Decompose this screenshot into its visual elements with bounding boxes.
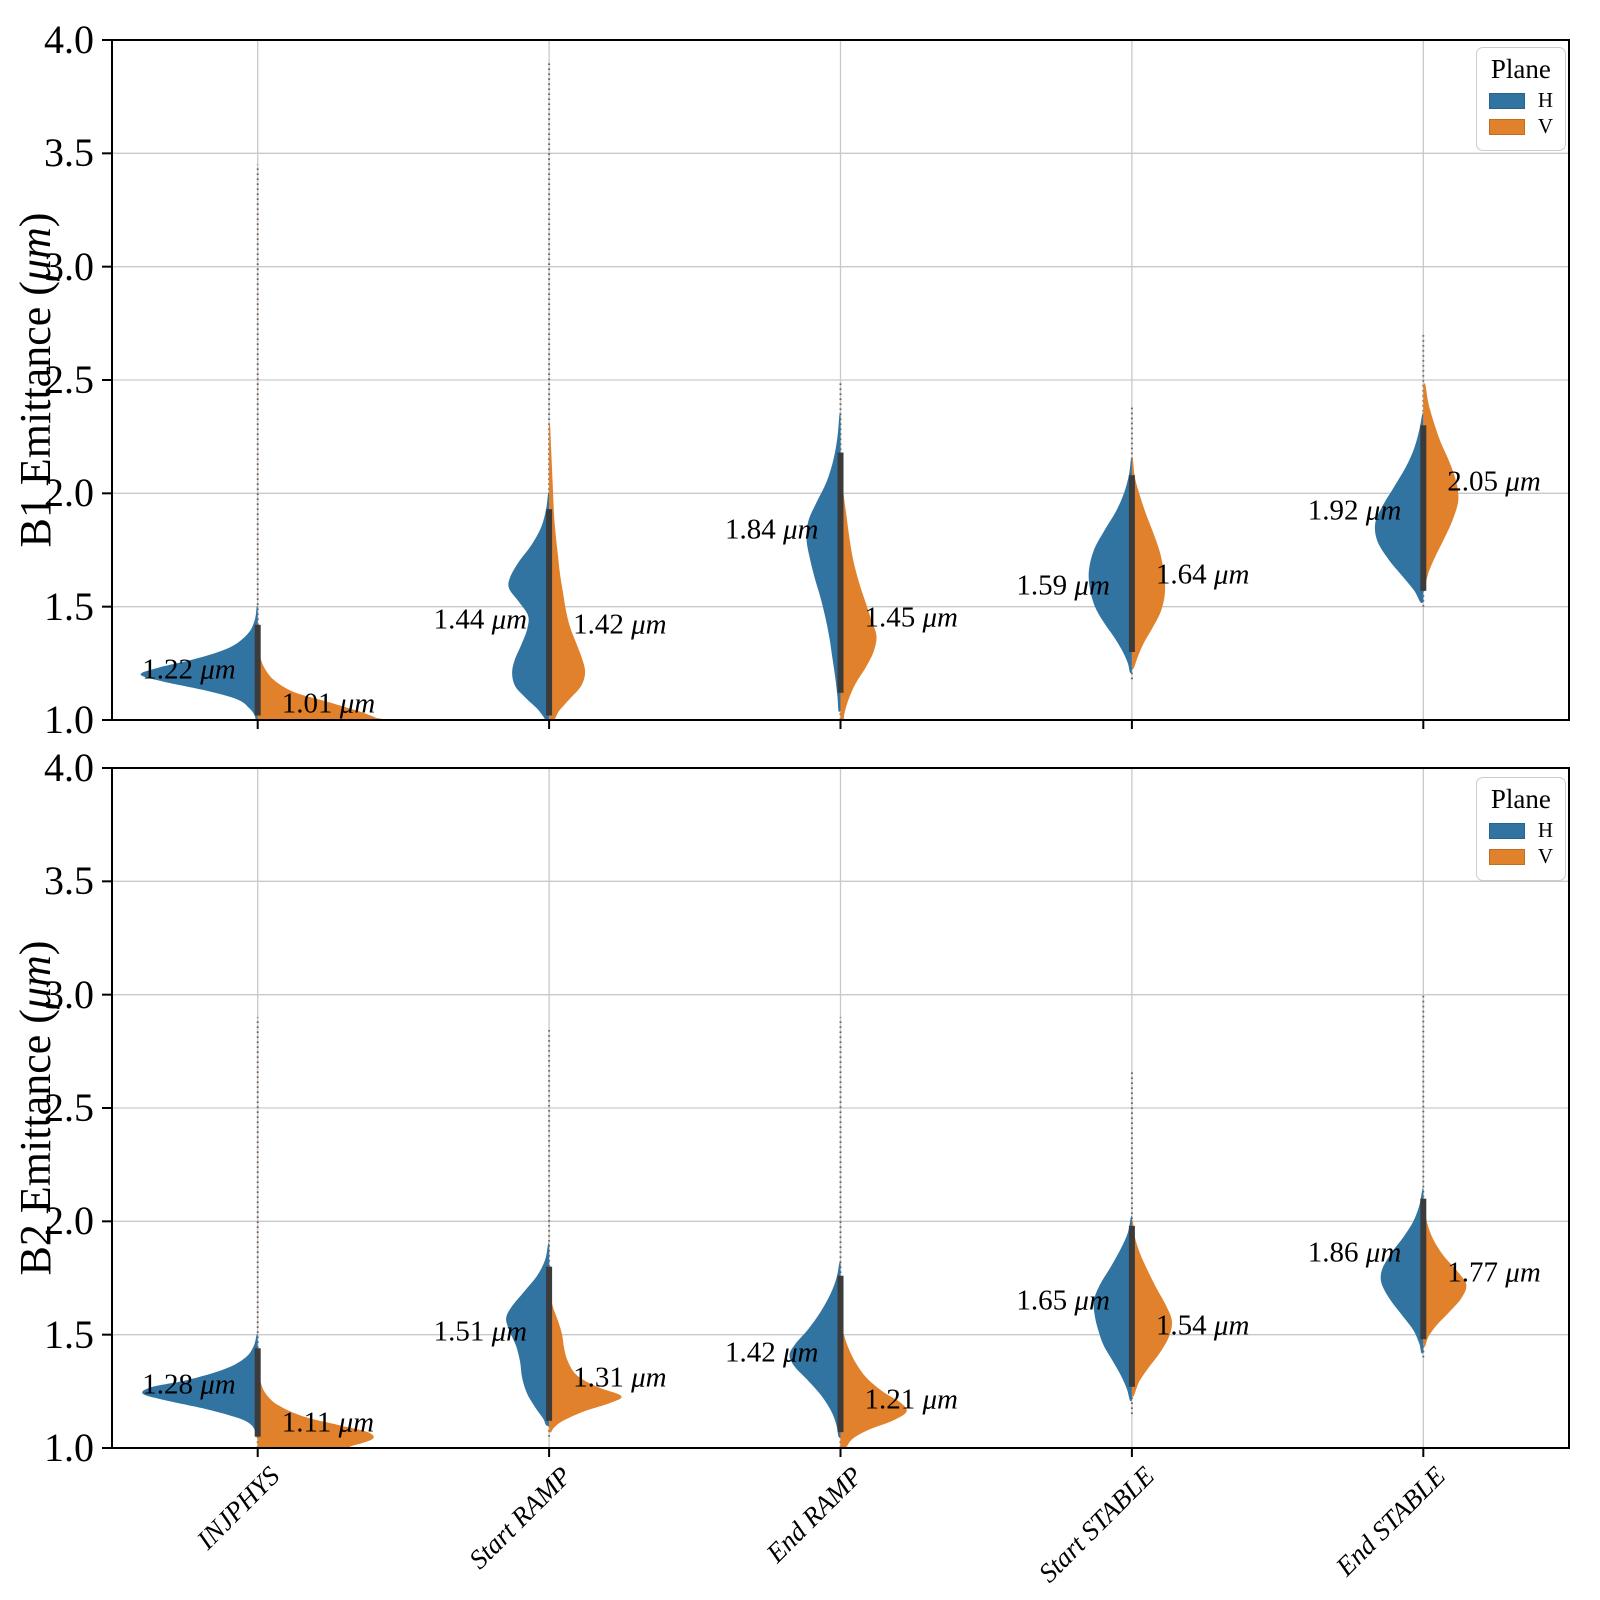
legend-row-v: V [1488, 844, 1553, 869]
violin-h-b2 [506, 1242, 550, 1426]
violin-v-b1 [549, 423, 586, 720]
violin-center-bar [837, 452, 844, 693]
violin-center-bar [546, 509, 553, 716]
violin-h-b1 [806, 412, 841, 712]
legend-b1: Plane H V [1475, 47, 1566, 152]
violin-v-b2 [1131, 1220, 1172, 1397]
legend-row-h: H [1488, 818, 1553, 843]
violin-h-b1 [140, 605, 258, 720]
violin-center-bar [254, 624, 261, 716]
h-plane-swatch-icon [1488, 822, 1525, 839]
v-plane-swatch-icon [1488, 848, 1525, 865]
h-plane-swatch-icon [1488, 92, 1525, 109]
violin-v-b1 [1423, 383, 1459, 586]
legend-label-h: H [1537, 818, 1553, 843]
violin-h-b1 [1374, 412, 1424, 603]
violin-center-bar [1420, 1198, 1427, 1340]
panel-b1 [112, 40, 1569, 720]
violin-center-bar [546, 1266, 553, 1421]
violin-center-bar [1128, 1225, 1135, 1387]
violin-center-bar [254, 1348, 261, 1437]
violin-h-b1 [1088, 458, 1132, 674]
violin-h-b2 [1380, 1188, 1424, 1354]
panel-b2 [112, 768, 1569, 1448]
v-plane-swatch-icon [1488, 118, 1525, 135]
violin-center-bar [1128, 475, 1135, 652]
legend-title: Plane [1490, 54, 1551, 84]
legend-label-h: H [1537, 88, 1553, 113]
violin-h-b1 [508, 492, 550, 720]
legend-row-h: H [1488, 88, 1553, 113]
violin-h-b2 [142, 1333, 258, 1433]
violin-h-b2 [789, 1260, 841, 1438]
violin-v-b1 [257, 646, 387, 720]
violin-v-b2 [549, 1292, 622, 1433]
legend-row-v: V [1488, 114, 1553, 139]
violin-center-bar [1420, 425, 1427, 591]
violin-v-b1 [1131, 457, 1166, 669]
violin-v-b2 [840, 1322, 907, 1448]
violin-center-bar [837, 1275, 844, 1433]
legend-label-v: V [1537, 844, 1553, 869]
legend-b2: Plane H V [1475, 777, 1566, 882]
violin-h-b2 [1093, 1215, 1132, 1402]
violin-v-b2 [1423, 1206, 1467, 1347]
legend-title: Plane [1490, 784, 1551, 814]
violin-v-b2 [257, 1370, 374, 1448]
violin-v-b1 [840, 469, 877, 720]
legend-label-v: V [1537, 114, 1553, 139]
